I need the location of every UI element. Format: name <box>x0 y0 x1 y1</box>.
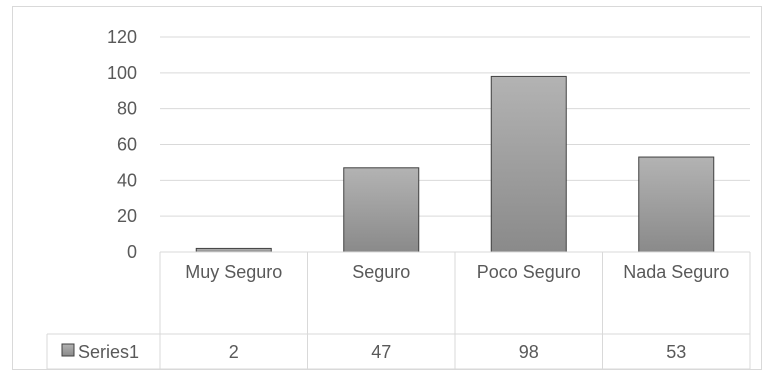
legend-series-name: Series1 <box>78 342 139 362</box>
bar <box>343 167 420 253</box>
legend-key <box>61 343 75 357</box>
y-tick-label: 0 <box>127 242 137 262</box>
bar <box>195 247 272 253</box>
y-tick-label: 60 <box>117 135 137 155</box>
y-tick-label: 40 <box>117 170 137 190</box>
x-category-label: Poco Seguro <box>477 262 581 282</box>
y-tick-label: 20 <box>117 206 137 226</box>
x-category-label: Muy Seguro <box>185 262 282 282</box>
y-tick-label: 120 <box>107 27 137 47</box>
x-category-label: Seguro <box>352 262 410 282</box>
data-table: Muy Seguro Seguro Poco Seguro Nada Seguro Se… <box>46 251 751 370</box>
bar <box>490 75 567 253</box>
data-table-value: 2 <box>229 342 239 362</box>
y-axis-ticks: 0 20 40 60 80 100 120 <box>107 27 137 262</box>
bars <box>195 75 715 253</box>
bar <box>638 156 715 253</box>
data-table-value: 53 <box>666 342 686 362</box>
data-table-value: 47 <box>371 342 391 362</box>
data-table-value: 98 <box>519 342 539 362</box>
y-tick-label: 100 <box>107 63 137 83</box>
y-tick-label: 80 <box>117 99 137 119</box>
x-category-label: Nada Seguro <box>623 262 729 282</box>
